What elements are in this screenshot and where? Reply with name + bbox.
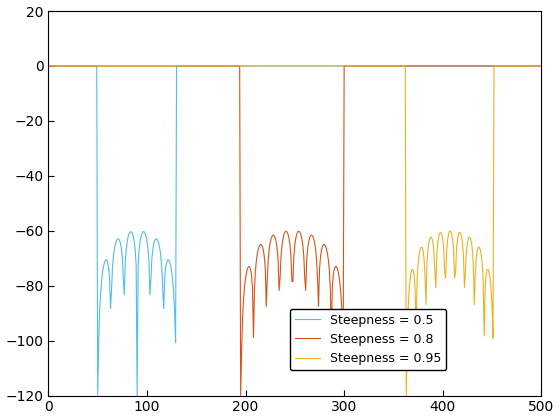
Steepness = 0.5 [537, 63, 544, 68]
Steepness = 0.95 [526, 63, 533, 68]
Steepness = 0.95 [279, 63, 286, 68]
Steepness = 0.8 [537, 63, 544, 68]
Steepness = 0.5 [339, 63, 346, 68]
Steepness = 0.5 [449, 63, 456, 68]
Steepness = 0.5 [45, 63, 52, 68]
Steepness = 0.5 [312, 63, 319, 68]
Steepness = 0.8 [45, 63, 52, 68]
Steepness = 0.5 [94, 393, 101, 398]
Steepness = 0.8 [449, 63, 456, 68]
Line: Steepness = 0.8: Steepness = 0.8 [48, 66, 540, 396]
Steepness = 0.95 [282, 63, 288, 68]
Line: Steepness = 0.5: Steepness = 0.5 [48, 66, 540, 396]
Steepness = 0.8 [526, 63, 533, 68]
Legend: Steepness = 0.5, Steepness = 0.8, Steepness = 0.95: Steepness = 0.5, Steepness = 0.8, Steepn… [290, 309, 446, 370]
Steepness = 0.8 [279, 236, 286, 241]
Line: Steepness = 0.95: Steepness = 0.95 [48, 66, 540, 396]
Steepness = 0.5 [283, 63, 290, 68]
Steepness = 0.95 [449, 237, 456, 242]
Steepness = 0.8 [339, 314, 346, 319]
Steepness = 0.5 [526, 63, 533, 68]
Steepness = 0.95 [537, 63, 544, 68]
Steepness = 0.5 [279, 63, 286, 68]
Steepness = 0.95 [45, 63, 52, 68]
Steepness = 0.8 [312, 247, 319, 252]
Steepness = 0.95 [338, 63, 344, 68]
Steepness = 0.8 [237, 393, 244, 398]
Steepness = 0.95 [311, 63, 318, 68]
Steepness = 0.95 [403, 393, 409, 398]
Steepness = 0.8 [283, 229, 290, 234]
